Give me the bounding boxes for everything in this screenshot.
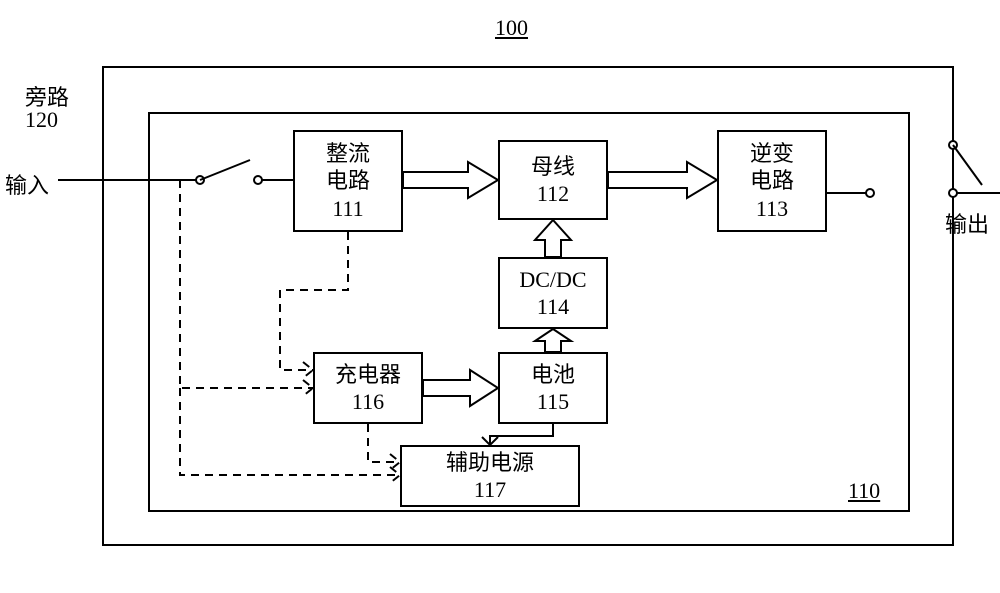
arrow-battery-dcdc <box>535 329 571 352</box>
arrow-bus-inverter <box>608 162 717 198</box>
diagram-canvas: 整流 电路 111 母线 112 逆变 电路 113 DC/DC 114 电池 … <box>0 0 1000 593</box>
block-inverter-type: 电路 <box>750 167 794 195</box>
input-wire <box>58 160 293 184</box>
block-bus: 母线 112 <box>498 140 608 220</box>
system-number-label: 100 <box>495 15 528 41</box>
arrow-rectifier-bus <box>403 162 498 198</box>
block-battery: 电池 115 <box>498 352 608 424</box>
block-aux-num: 117 <box>474 476 506 504</box>
block-dcdc-name: DC/DC <box>519 266 586 294</box>
main-number-label: 110 <box>848 478 880 504</box>
block-battery-name: 电池 <box>531 361 575 389</box>
block-inverter-num: 113 <box>756 195 788 223</box>
block-bus-num: 112 <box>537 180 569 208</box>
arrow-charger-battery <box>423 370 498 406</box>
block-dcdc: DC/DC 114 <box>498 257 608 329</box>
block-aux-name: 辅助电源 <box>446 449 534 477</box>
arrow-dcdc-bus <box>535 220 571 257</box>
block-rectifier-num: 111 <box>332 195 363 223</box>
block-bus-name: 母线 <box>531 153 575 181</box>
bypass-number-label: 120 <box>25 107 58 133</box>
input-label: 输入 <box>5 168 49 200</box>
block-rectifier: 整流 电路 111 <box>293 130 403 232</box>
block-charger: 充电器 116 <box>313 352 423 424</box>
block-battery-num: 115 <box>537 388 569 416</box>
block-inverter: 逆变 电路 113 <box>717 130 827 232</box>
block-rectifier-name: 整流 <box>326 140 370 168</box>
solid-battery-aux <box>482 424 553 445</box>
block-dcdc-num: 114 <box>537 293 569 321</box>
dash-charger-aux <box>368 424 400 470</box>
block-aux: 辅助电源 117 <box>400 445 580 507</box>
output-label: 输出 <box>945 207 989 239</box>
block-inverter-name: 逆变 <box>750 140 794 168</box>
output-wire <box>827 189 1000 197</box>
block-rectifier-type: 电路 <box>326 167 370 195</box>
block-charger-name: 充电器 <box>335 361 401 389</box>
block-charger-num: 116 <box>352 388 384 416</box>
